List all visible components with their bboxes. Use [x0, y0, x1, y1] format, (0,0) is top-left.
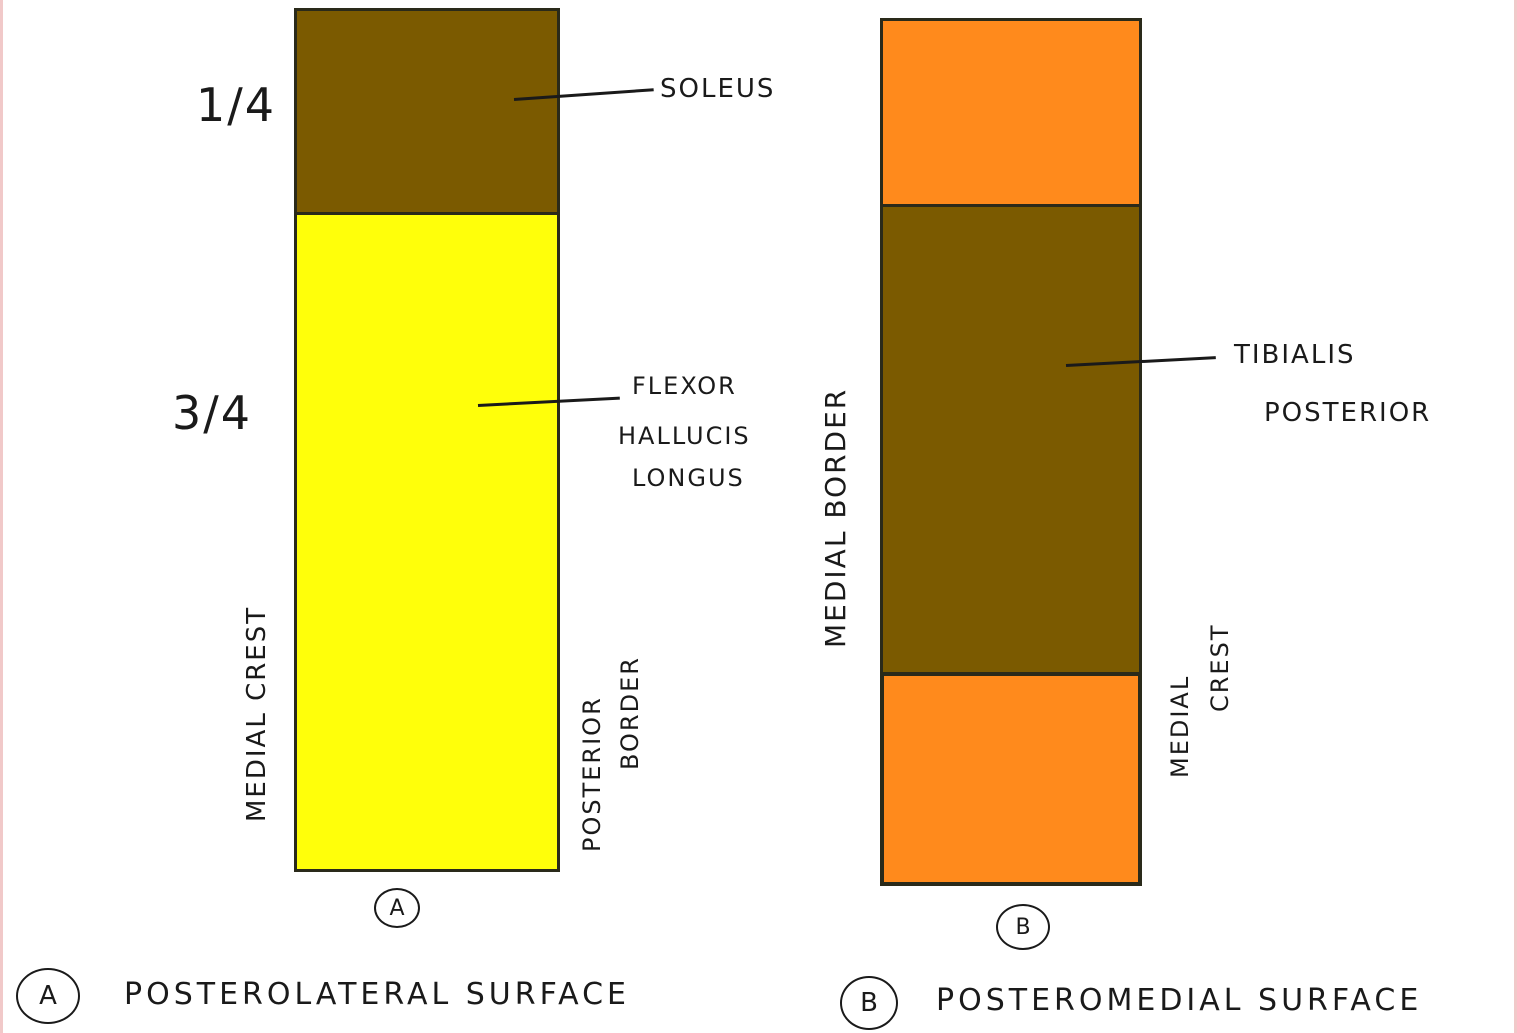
posterior-border-label-line2: BORDER	[616, 656, 644, 770]
tibialis-posterior-region	[880, 204, 1142, 678]
medial-crest-label-b-line1: MEDIAL	[1166, 674, 1194, 778]
medial-border-label: MEDIAL BORDER	[819, 387, 852, 648]
soleus-region	[294, 8, 560, 216]
legend-b-circle: B	[840, 976, 898, 1030]
soleus-label: SOLEUS	[660, 74, 776, 104]
orange-upper-region	[880, 18, 1142, 208]
tibialis-label-line1: TIBIALIS	[1234, 340, 1356, 370]
flexor-label-line2: HALLUCIS	[618, 422, 751, 450]
legend-a-circle: A	[16, 968, 80, 1024]
flexor-hallucis-longus-region	[294, 212, 560, 872]
fraction-three-quarters: 3/4	[172, 386, 253, 440]
tibialis-label-line2: POSTERIOR	[1264, 398, 1432, 428]
legend-a-text: POSTEROLATERAL SURFACE	[124, 977, 631, 1012]
legend-a-marker: A	[39, 981, 57, 1011]
marker-a-text: A	[389, 895, 405, 921]
medial-crest-label-b-line2: CREST	[1206, 623, 1234, 713]
marker-a-circle: A	[374, 888, 420, 928]
fraction-quarter: 1/4	[196, 78, 277, 132]
legend-b-marker: B	[860, 988, 878, 1018]
flexor-label-line1: FLEXOR	[632, 372, 737, 400]
medial-crest-label-a: MEDIAL CREST	[242, 605, 272, 822]
legend-b-text: POSTEROMEDIAL SURFACE	[936, 983, 1423, 1018]
orange-lower-region	[880, 672, 1142, 886]
marker-b-text: B	[1015, 914, 1031, 940]
marker-b-circle: B	[996, 904, 1050, 950]
flexor-label-line3: LONGUS	[632, 464, 745, 492]
posterior-border-label-line1: POSTERIOR	[578, 696, 606, 852]
